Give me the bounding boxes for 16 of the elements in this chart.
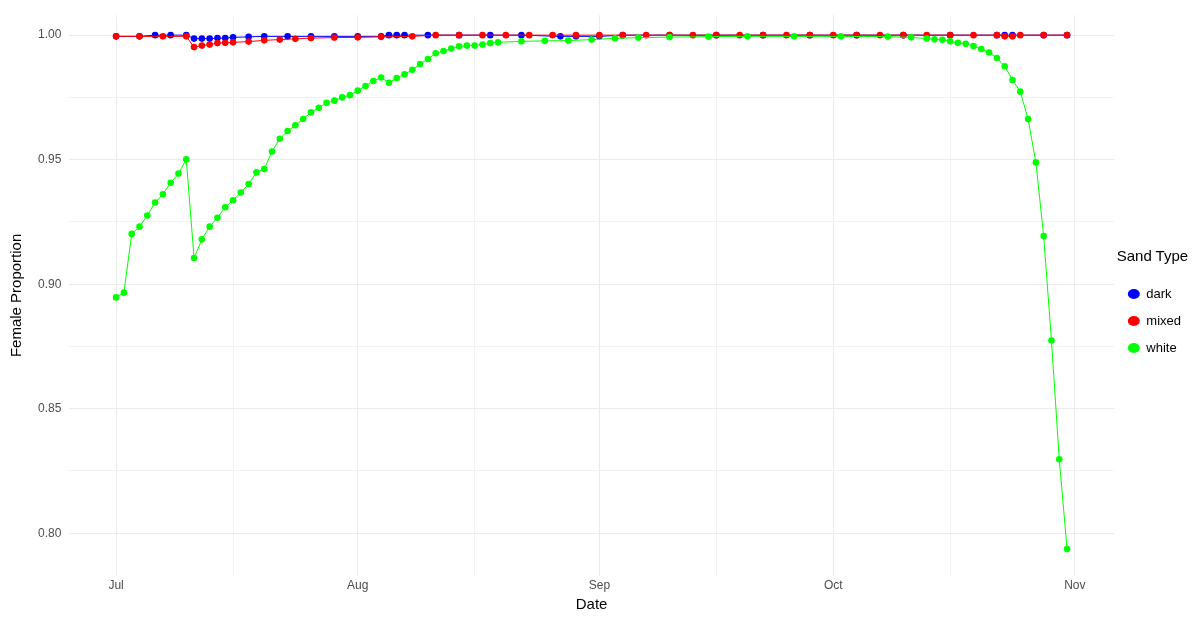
y-tick-label: 0.90 bbox=[38, 276, 62, 291]
x-tick-label: Oct bbox=[823, 578, 844, 593]
y-tick-label: 1.00 bbox=[38, 27, 62, 42]
legend-title: Sand Type bbox=[1116, 247, 1189, 265]
x-tick-label: Sep bbox=[588, 578, 611, 593]
legend-label: dark bbox=[1146, 285, 1173, 301]
y-tick-label: 0.80 bbox=[38, 525, 62, 540]
x-axis-title: Date bbox=[575, 595, 608, 613]
x-tick-label: Aug bbox=[347, 578, 369, 593]
y-axis-title: Female Proportion bbox=[7, 233, 25, 358]
legend-label: mixed bbox=[1146, 312, 1182, 328]
x-tick-label: Jul bbox=[108, 578, 124, 593]
y-tick-label: 0.85 bbox=[38, 401, 62, 416]
legend-label: white bbox=[1145, 339, 1177, 355]
x-tick-label: Nov bbox=[1064, 578, 1086, 593]
y-tick-label: 0.95 bbox=[38, 151, 62, 166]
